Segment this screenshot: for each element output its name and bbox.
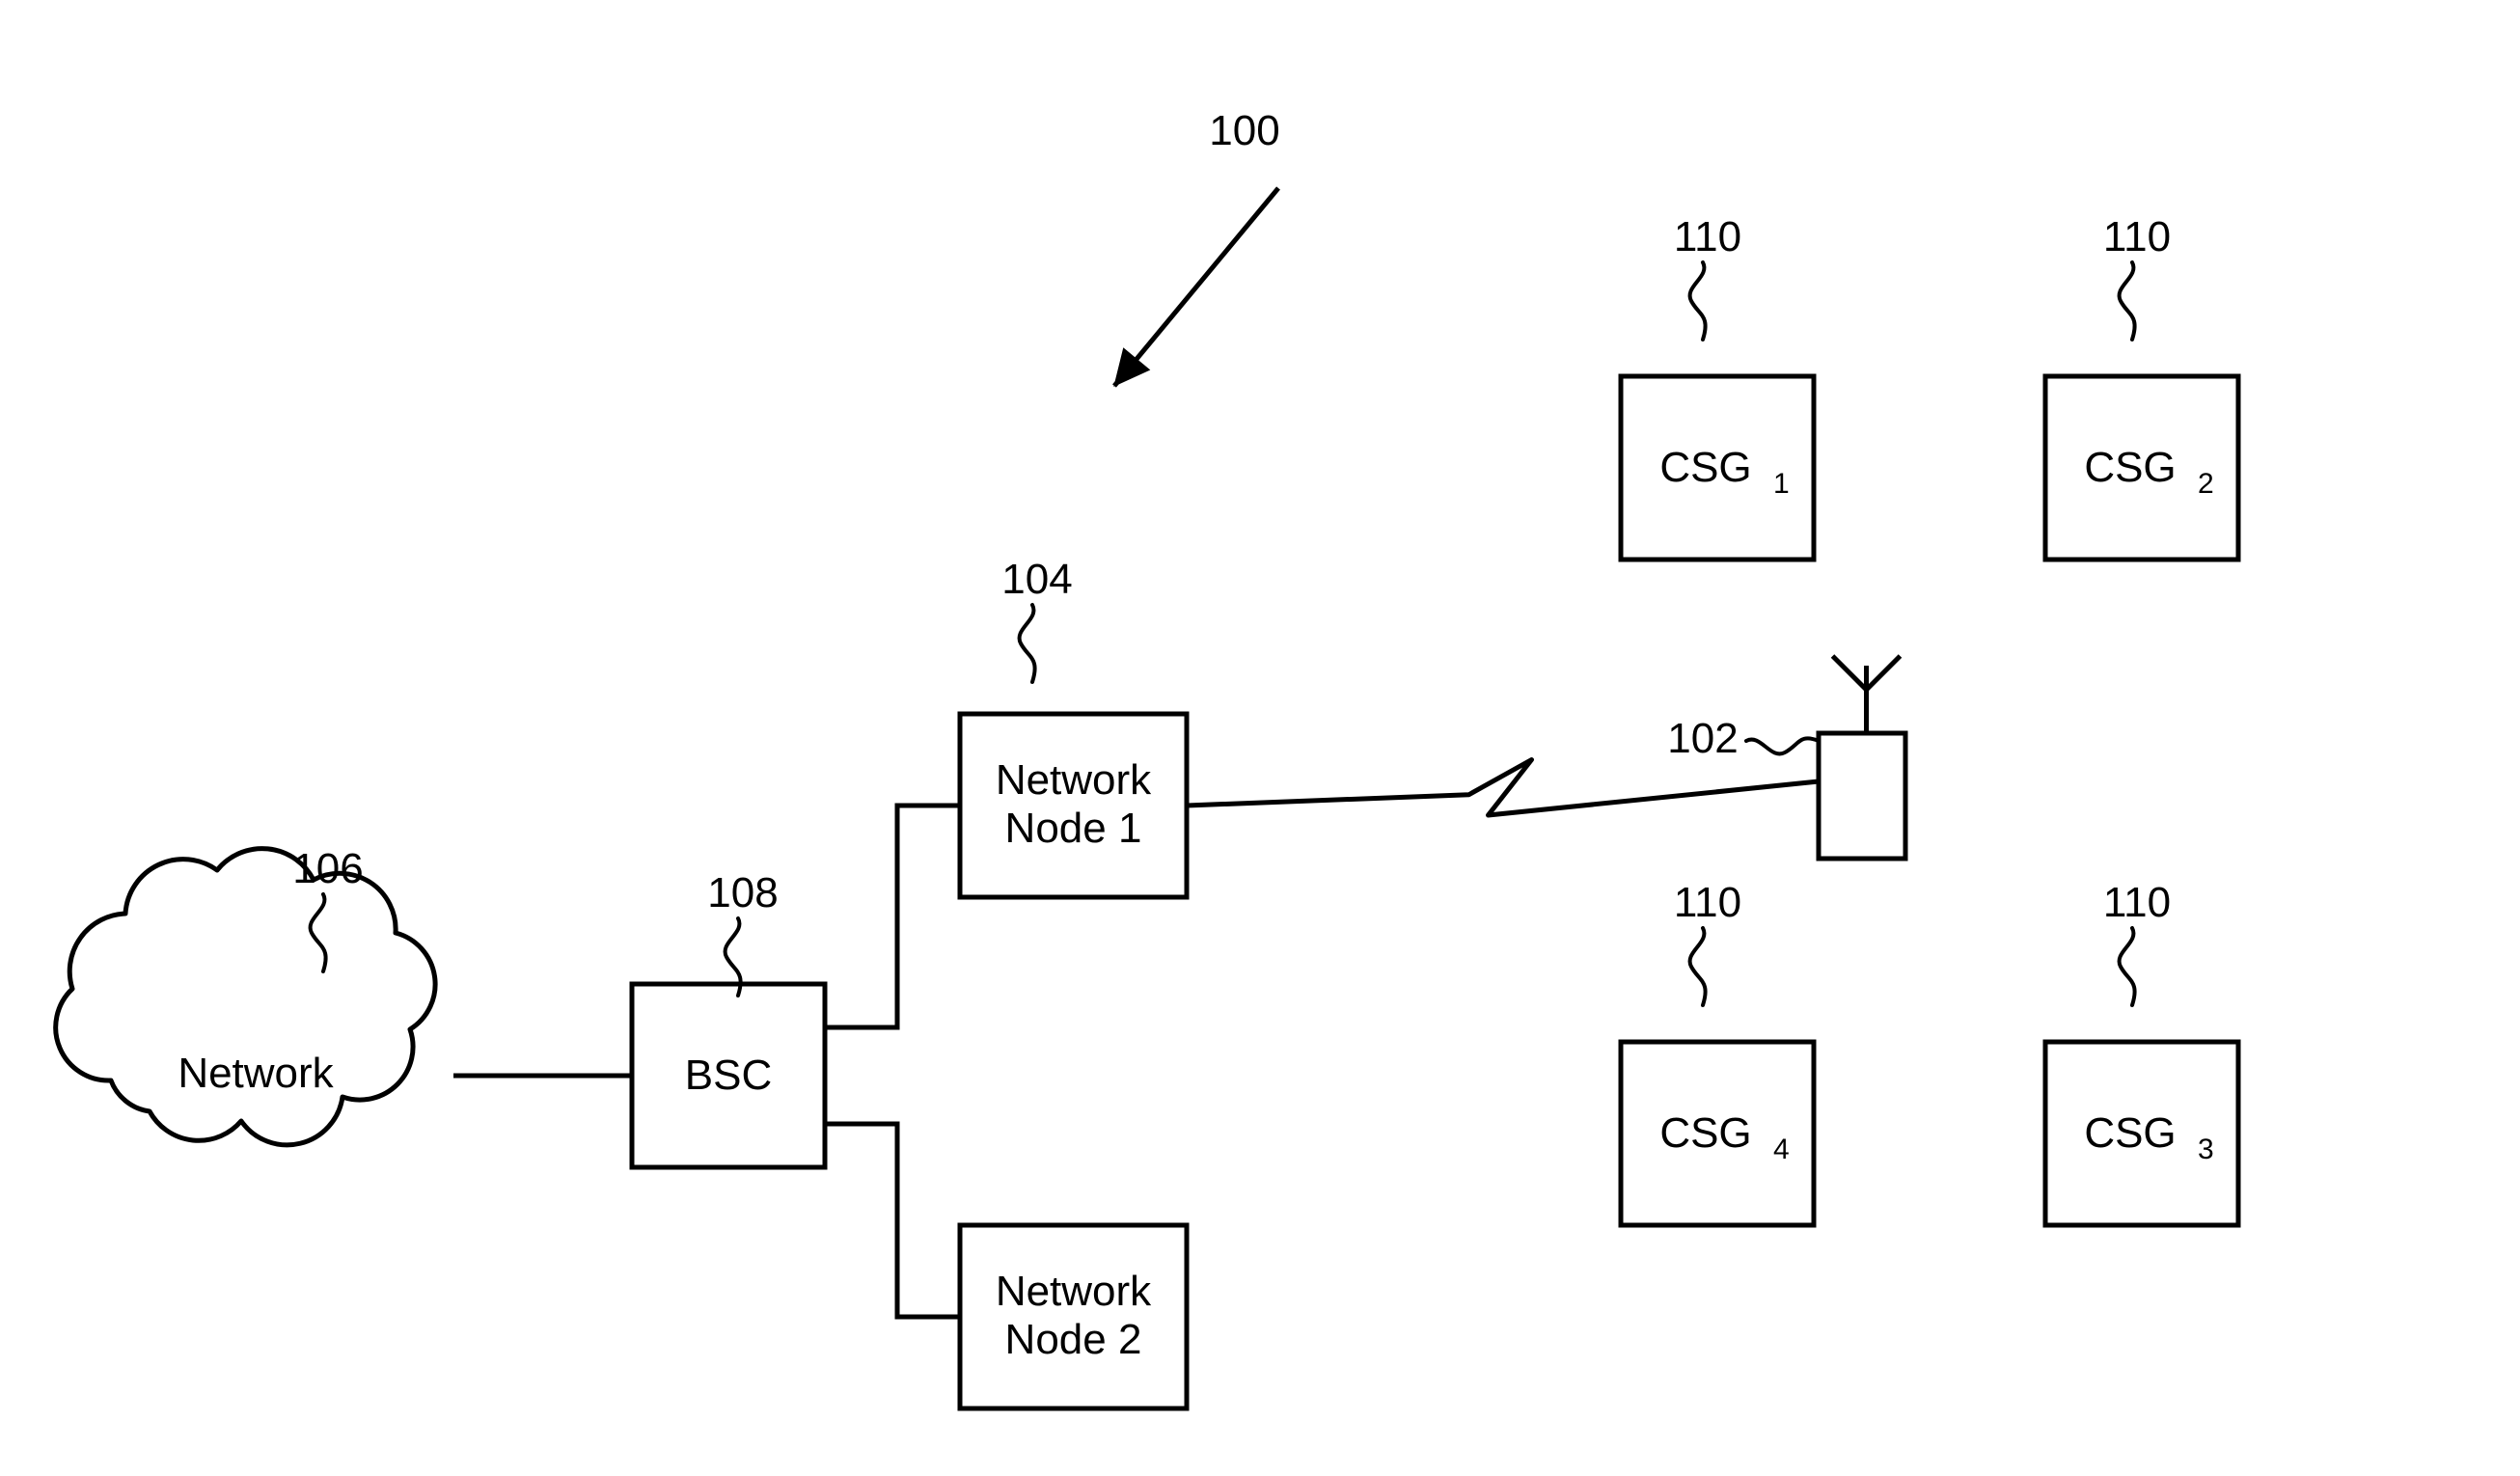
ref-device-squiggle (1746, 738, 1819, 753)
ref-csg3: 110 (2103, 879, 2171, 926)
mobile-device (1819, 733, 1905, 859)
csg-3-box-label: CSG (2084, 1109, 2176, 1157)
bsc-box-label: BSC (685, 1052, 772, 1099)
network-cloud-label: Network (178, 1050, 334, 1097)
csg-1-box-subscript: 1 (1773, 468, 1790, 500)
ref-csg4: 110 (1674, 879, 1741, 926)
ref-device: 102 (1667, 715, 1738, 762)
network-node-1-box-label-1: Network (996, 756, 1152, 804)
ref-100-arrow-head (1114, 348, 1149, 386)
network-node-2-box-label-1: Network (996, 1268, 1152, 1315)
csg-2-box-label: CSG (2084, 444, 2176, 491)
ref-csg2: 110 (2103, 213, 2171, 260)
network-node-1-box-label-2: Node 1 (1005, 805, 1142, 852)
ref-bsc: 108 (707, 869, 778, 916)
network-node-2-box-label-2: Node 2 (1005, 1316, 1142, 1363)
link-bsc-node1 (825, 806, 960, 1027)
ref-main: 100 (1209, 107, 1279, 154)
ref-csg1: 110 (1674, 213, 1741, 260)
csg-4-box-label: CSG (1659, 1109, 1751, 1157)
csg-4-box-subscript: 4 (1773, 1134, 1790, 1165)
ref-100-arrow-shaft (1114, 188, 1278, 386)
link-bsc-node2 (825, 1124, 960, 1317)
csg-1-box-label: CSG (1659, 444, 1751, 491)
ref-network: 106 (292, 845, 363, 892)
network-cloud (56, 849, 435, 1145)
csg-2-box-subscript: 2 (2198, 468, 2214, 500)
csg-3-box-subscript: 3 (2198, 1134, 2214, 1165)
ref-node1: 104 (1001, 556, 1072, 603)
wireless-link-icon (1187, 760, 1819, 816)
